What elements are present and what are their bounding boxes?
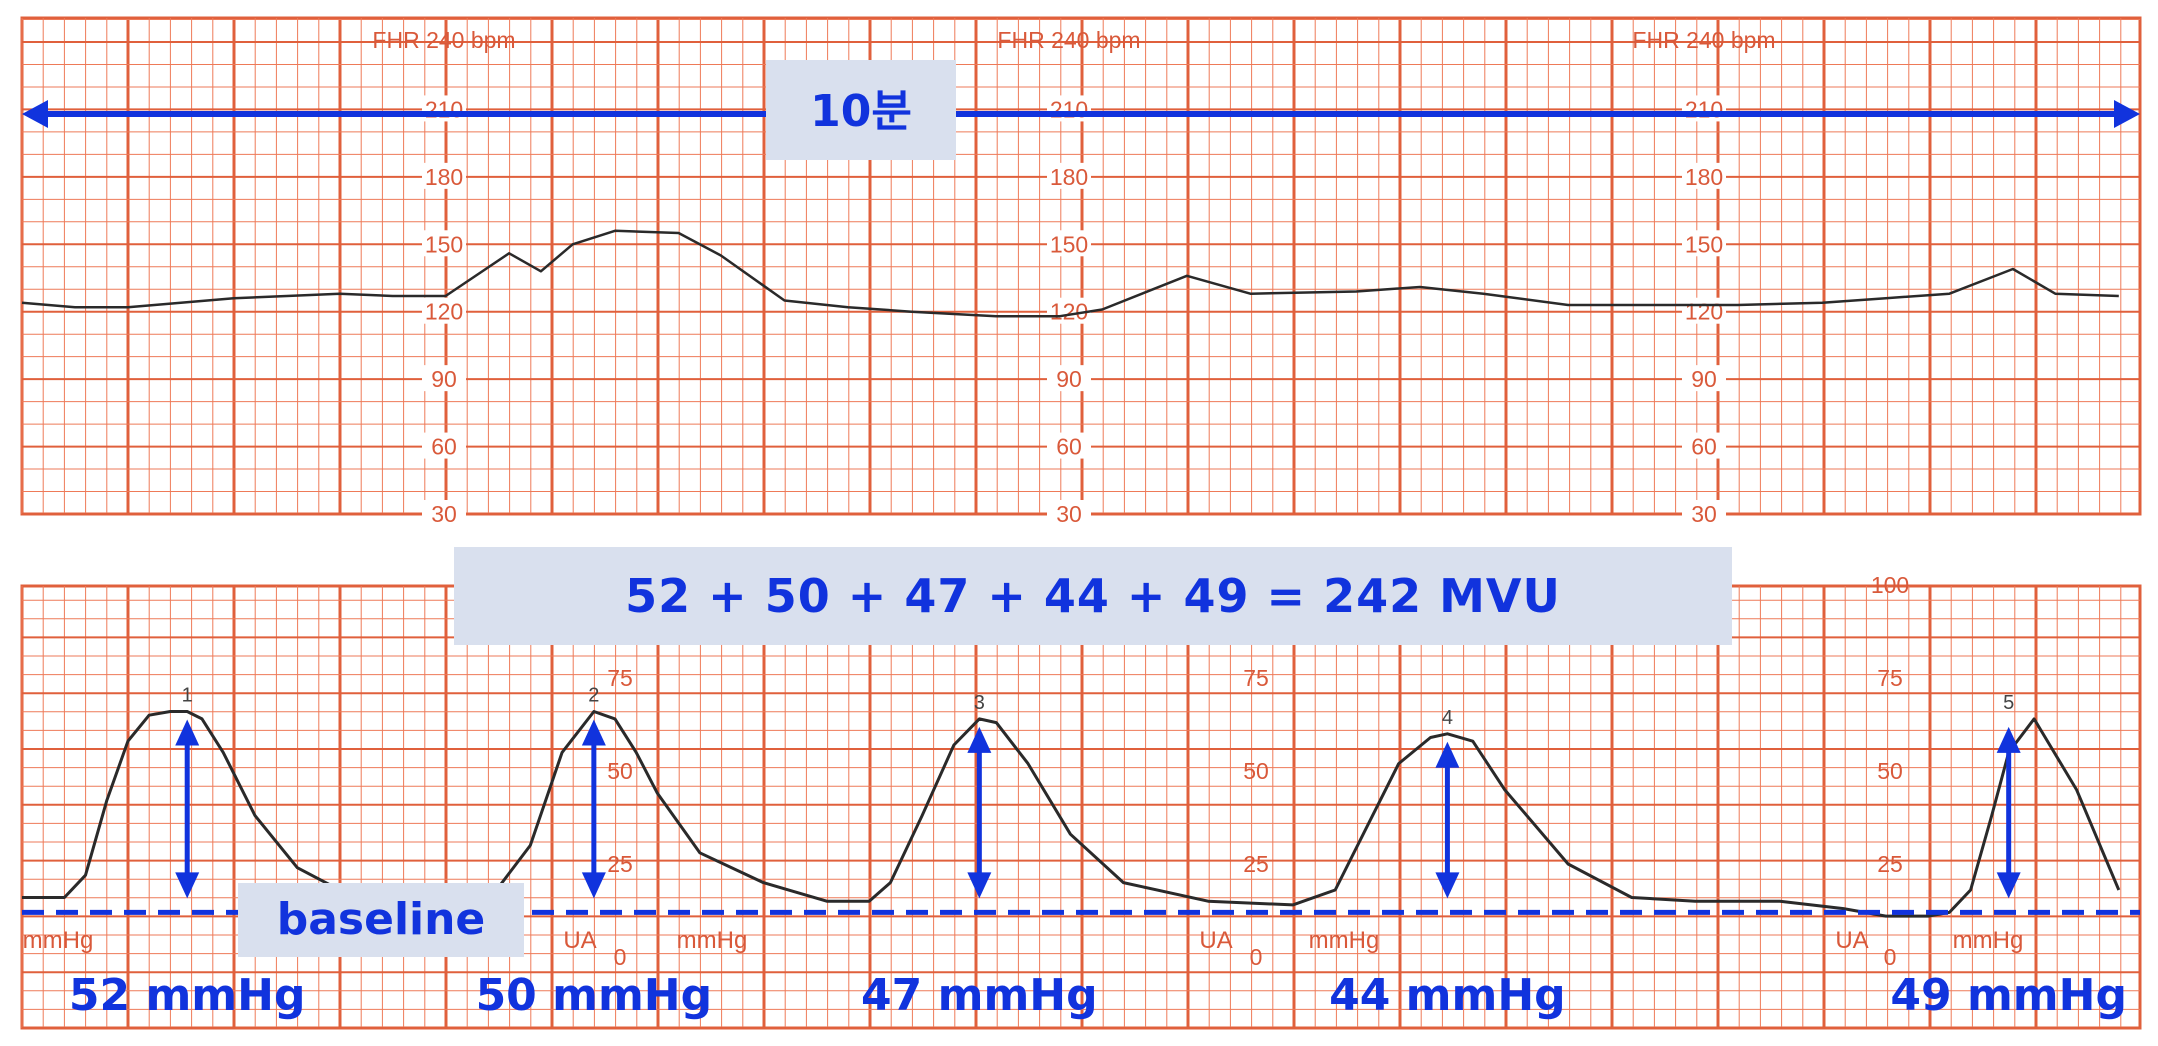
baseline-label: baseline [277, 894, 486, 945]
fhr-tick-label: 30 [1056, 501, 1082, 527]
fhr-tick-label: 180 [425, 164, 463, 190]
amplitude-arrow-up-head [581, 719, 606, 746]
fhr-tick-bg [1682, 365, 1726, 392]
fhr-tick-label: 60 [1056, 434, 1082, 460]
fhr-panel-label: FHR 240 bpm [372, 27, 515, 53]
ua-tick-label: 25 [607, 851, 633, 877]
mvu-formula-box [454, 547, 1732, 645]
peak-number: 2 [588, 684, 599, 706]
amplitude-arrow-up-head [1996, 726, 2021, 753]
mmhg-unit-label: mmHg [677, 927, 748, 954]
ua-axis-label: UA [1835, 927, 1868, 954]
amplitude-arrow-up-head [967, 726, 992, 753]
fhr-tick-label: 150 [1685, 231, 1723, 257]
ua-tick-label: 75 [607, 665, 633, 691]
amplitude-label: 44 mmHg [1329, 970, 1566, 1021]
mmhg-unit-label: mmHg [23, 927, 94, 954]
fhr-tick-bg [1682, 500, 1726, 526]
amplitude-arrow-down-head [1996, 872, 2021, 899]
fhr-tick-bg [1047, 230, 1091, 257]
fhr-tick-bg [422, 230, 466, 257]
ua-tick-label: 50 [607, 758, 633, 784]
duration-label-box [766, 60, 956, 160]
mmhg-unit-label: mmHg [1953, 927, 2024, 954]
fhr-tick-bg [1682, 297, 1726, 324]
fhr-tick-label: 120 [1685, 299, 1723, 325]
amplitude-arrow-down-head [175, 872, 200, 899]
amplitude-arrow-up-head [175, 719, 200, 746]
amplitude-arrow-down-head [1435, 872, 1460, 899]
fhr-tick-label: 210 [425, 96, 463, 122]
fhr-tick-label: 60 [1691, 434, 1717, 460]
fhr-tick-bg [1047, 162, 1091, 189]
contraction-peaks: 1 2 3 4 5 [175, 684, 2021, 899]
amplitude-label: 50 mmHg [476, 970, 713, 1021]
fhr-panel-label: FHR 240 bpm [997, 27, 1140, 53]
peak-number: 5 [2003, 692, 2014, 714]
fhr-tick-bg [1682, 230, 1726, 257]
ua-tick-label: 100 [1871, 572, 1909, 598]
fhr-trace-line [21, 229, 2119, 318]
amplitude-label: 47 mmHg [861, 970, 1098, 1021]
fhr-tick-label: 90 [431, 366, 457, 392]
fhr-tick-label: 210 [1685, 96, 1723, 122]
amplitude-labels: 52 mmHg 50 mmHg 47 mmHg 44 mmHg 49 mmHg [69, 970, 2127, 1021]
mmhg-unit-label: mmHg [1309, 927, 1380, 954]
fhr-tick-bg [1682, 95, 1726, 122]
fhr-tick-bg [422, 500, 466, 526]
fhr-tick-label: 210 [1050, 96, 1088, 122]
ua-axis-label: UA [1199, 927, 1232, 954]
fhr-tick-label: 60 [431, 434, 457, 460]
fhr-tick-bg [422, 297, 466, 324]
amplitude-label: 49 mmHg [1890, 970, 2127, 1021]
ua-tick-label: 0 [1250, 944, 1263, 970]
ua-tick-label: 25 [1243, 851, 1269, 877]
ua-tick-label: 75 [1877, 665, 1903, 691]
duration-arrow-right-head [2114, 100, 2140, 128]
fhr-tick-label: 90 [1691, 366, 1717, 392]
mvu-formula: 52 + 50 + 47 + 44 + 49 = 242 MVU [625, 569, 1561, 623]
fhr-tick-bg [1047, 297, 1091, 324]
fhr-tick-label: 150 [1050, 231, 1088, 257]
fhr-tick-bg [422, 432, 466, 459]
fhr-tick-bg [422, 162, 466, 189]
ua-axis-label: UA [563, 927, 596, 954]
fhr-tick-label: 180 [1050, 164, 1088, 190]
fhr-tick-bg [1047, 95, 1091, 122]
fhr-tick-bg [422, 95, 466, 122]
ua-tick-label: 0 [1884, 944, 1897, 970]
ua-tick-label: 75 [1243, 665, 1269, 691]
fhr-tick-bg [1682, 432, 1726, 459]
fhr-tick-bg [1047, 432, 1091, 459]
fhr-scale-labels: FHR 240 bpm 210 180 150 120 90 60 30 FHR 240 bpm… [372, 27, 1775, 527]
fhr-tick-label: 150 [425, 231, 463, 257]
fhr-tick-bg [422, 365, 466, 392]
ua-tick-label: 25 [1877, 851, 1903, 877]
ua-tick-label: 0 [614, 944, 627, 970]
fhr-tick-label: 30 [431, 501, 457, 527]
ua-panel-grid [20, 584, 2142, 1030]
duration-arrow-left-head [22, 100, 48, 128]
fhr-panel-label: FHR 240 bpm [1632, 27, 1775, 53]
fhr-tick-bg [1047, 500, 1091, 526]
amplitude-arrow-down-head [967, 872, 992, 899]
baseline-label-box [238, 883, 524, 957]
amplitude-arrow-down-head [581, 872, 606, 899]
fhr-tick-label: 90 [1056, 366, 1082, 392]
amplitude-label: 52 mmHg [69, 970, 306, 1021]
peak-number: 1 [182, 684, 193, 706]
ua-tick-label: 50 [1877, 758, 1903, 784]
fhr-tick-label: 30 [1691, 501, 1717, 527]
peak-number: 3 [974, 692, 985, 714]
ua-tick-label: 50 [1243, 758, 1269, 784]
fhr-tick-bg [1047, 365, 1091, 392]
fhr-tick-label: 180 [1685, 164, 1723, 190]
duration-label: 10분 [810, 86, 912, 137]
fhr-tick-label: 120 [425, 299, 463, 325]
amplitude-arrow-up-head [1435, 741, 1460, 768]
fhr-tick-bg [1682, 162, 1726, 189]
peak-number: 4 [1442, 707, 1453, 729]
